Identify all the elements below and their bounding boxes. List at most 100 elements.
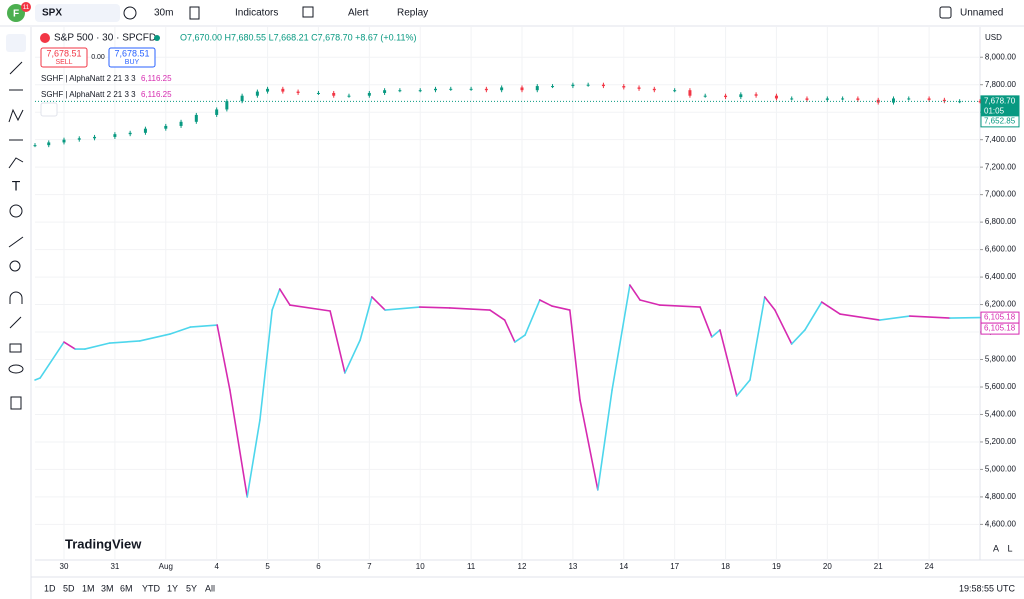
range-button[interactable]: 6M	[120, 583, 133, 593]
x-tick-label: 12	[518, 562, 527, 571]
buy-button[interactable]	[108, 47, 156, 68]
oscillator-segment	[804, 301, 823, 331]
oscillator-segment	[109, 340, 141, 344]
icon-tool[interactable]	[9, 204, 23, 218]
candle	[622, 86, 626, 88]
y-tick-label: 5,000.00	[985, 465, 1017, 474]
alert[interactable]: Alert	[348, 8, 369, 19]
range-button[interactable]: 5Y	[186, 583, 197, 593]
delete-tool[interactable]	[10, 396, 22, 410]
oscillator-segment	[503, 319, 516, 343]
oscillator-segment	[763, 296, 776, 311]
top-bar: F 11 SPX 30m Indicators Alert Replay Unn…	[0, 2, 1024, 27]
cursor-tool[interactable]	[6, 34, 26, 52]
last-price-tag: 7,678.70	[984, 96, 1016, 105]
symbol-box[interactable]	[35, 4, 120, 22]
study-value: 6,116.25	[141, 74, 172, 83]
templates-icon[interactable]	[302, 6, 314, 18]
oscillator-segment	[611, 284, 631, 391]
x-tick-label: 31	[110, 562, 119, 571]
oscillator-segment	[524, 299, 541, 336]
oscillator-segment	[774, 309, 793, 345]
add-symbol[interactable]	[123, 6, 137, 20]
auto-scale[interactable]: A	[993, 543, 999, 553]
measure-tool[interactable]	[8, 236, 24, 248]
layout-name[interactable]: Unnamed	[960, 8, 1003, 19]
candle	[688, 90, 692, 96]
lock-drawing[interactable]	[9, 316, 22, 329]
candle	[673, 90, 677, 92]
candle	[891, 98, 895, 103]
range-button[interactable]: 3M	[101, 583, 114, 593]
avatar[interactable]	[7, 4, 25, 22]
candle	[62, 139, 66, 143]
sell-button[interactable]	[40, 47, 88, 68]
candle	[703, 95, 707, 97]
x-tick-label: 21	[874, 562, 883, 571]
oscillator-segment	[908, 315, 951, 319]
candle	[281, 88, 285, 92]
chart-type-icon[interactable]	[189, 6, 200, 20]
trendline-tool[interactable]	[9, 61, 23, 75]
y-tick-label: 6,200.00	[985, 300, 1017, 309]
range-button[interactable]: YTD	[142, 583, 161, 593]
candle	[433, 88, 437, 91]
oscillator-segment	[659, 304, 701, 308]
interval[interactable]: 30m	[154, 8, 173, 19]
y-tick-label: 6,800.00	[985, 217, 1017, 226]
replay[interactable]: Replay	[397, 8, 428, 19]
pattern-tool[interactable]	[8, 108, 24, 123]
collapse-legend[interactable]	[40, 102, 58, 117]
study-value: 6,116.25	[141, 90, 172, 99]
range-button[interactable]: 1D	[44, 583, 56, 593]
watermark[interactable]: TradingView	[65, 536, 142, 551]
candle	[907, 98, 911, 100]
sell-price: 7,678.51	[46, 48, 81, 58]
candle	[774, 95, 778, 99]
range-button[interactable]: 1Y	[167, 583, 178, 593]
oscillator-segment	[271, 288, 281, 311]
range-button[interactable]: All	[205, 583, 215, 593]
oscillator-segment	[579, 399, 599, 491]
range-button[interactable]: 1M	[82, 583, 95, 593]
x-tick-label: 20	[823, 562, 832, 571]
lock-tool[interactable]	[9, 343, 22, 353]
oscillator-segment	[489, 309, 506, 321]
candle	[143, 128, 147, 133]
zoom-tool[interactable]	[9, 260, 21, 272]
currency[interactable]: USD	[985, 33, 1002, 42]
range-button[interactable]: 5D	[63, 583, 75, 593]
oscillator-segment	[169, 326, 192, 335]
text-tool[interactable]: T	[12, 178, 21, 194]
candle	[164, 125, 168, 129]
study-tag-bg	[980, 322, 1020, 335]
candle	[535, 86, 539, 91]
candle	[347, 95, 351, 97]
candle	[367, 92, 371, 96]
candle	[927, 98, 931, 100]
brush-tool[interactable]	[8, 157, 24, 169]
oscillator-segment	[749, 296, 766, 381]
oscillator-segment	[139, 333, 171, 342]
candle	[33, 145, 37, 147]
x-tick-label: 18	[721, 562, 730, 571]
y-tick-label: 7,000.00	[985, 190, 1017, 199]
candle	[240, 95, 244, 102]
y-tick-label: 5,600.00	[985, 382, 1017, 391]
log-scale[interactable]: L	[1007, 543, 1012, 553]
candle	[93, 136, 97, 139]
buy-price: 7,678.51	[114, 48, 149, 58]
layout-icon[interactable]	[939, 6, 952, 19]
sell-label: SELL	[55, 59, 72, 66]
hide-tool[interactable]	[8, 364, 24, 374]
oscillator-segment	[735, 379, 751, 397]
oscillator-segment	[719, 329, 738, 397]
oscillator-segment	[839, 313, 881, 321]
oscillator-segment	[448, 307, 491, 311]
candle	[637, 87, 641, 89]
candle	[128, 132, 132, 135]
indicators[interactable]: Indicators	[235, 8, 278, 19]
magnet-tool[interactable]	[9, 291, 23, 304]
candle	[449, 88, 453, 90]
study-name: SGHF | AlphaNatt 2 21 3 3	[41, 74, 136, 83]
